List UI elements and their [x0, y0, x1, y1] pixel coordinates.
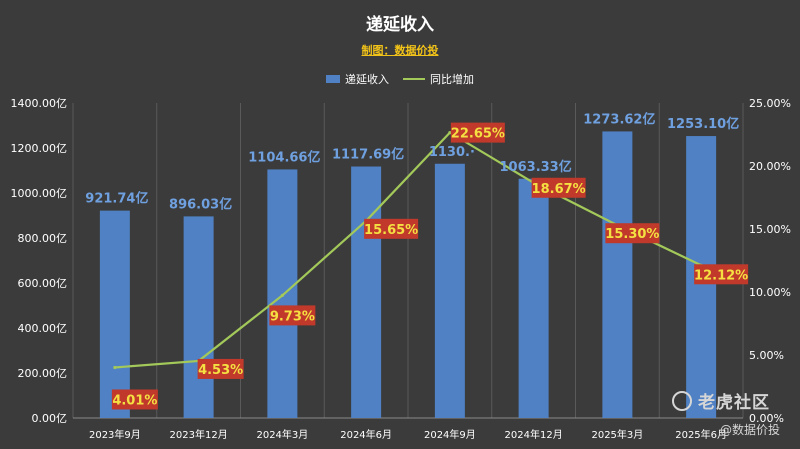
pct-label-box	[450, 122, 505, 143]
pct-label-box	[197, 358, 244, 379]
y-left-tick-label: 0.00亿	[32, 412, 68, 425]
pct-value-label: 15.65%	[364, 223, 418, 238]
legend: 递延收入 同比增加	[0, 71, 800, 87]
y-right-tick-label: 0.00%	[749, 412, 784, 425]
bar	[434, 163, 465, 418]
x-tick-label: 2024年3月	[256, 428, 308, 441]
y-right-tick-label: 10.00%	[749, 286, 791, 299]
line-series-path	[114, 131, 702, 369]
line-point	[280, 293, 284, 298]
pct-value-label: 4.01%	[112, 393, 157, 408]
chart-subtitle: 制图：数据价投	[361, 44, 439, 57]
x-tick-label: 2025年6月	[675, 428, 727, 441]
tiger-logo-icon	[672, 390, 692, 411]
y-left-tick-label: 800.00亿	[18, 232, 68, 245]
chart-title: 递延收入	[366, 15, 434, 35]
watermark-brand: 老虎社区	[672, 388, 770, 413]
pct-label-box	[694, 264, 749, 285]
y-left-tick-label: 1200.00亿	[11, 142, 68, 155]
bar-value-label: 1273.62亿	[583, 111, 655, 127]
pct-value-label: 18.67%	[532, 182, 586, 197]
legend-bar-label: 递延收入	[345, 73, 389, 86]
bar	[518, 178, 549, 418]
y-left-tick-label: 200.00亿	[18, 367, 68, 380]
x-tick-label: 2023年9月	[89, 428, 141, 441]
pct-value-label: 9.73%	[270, 309, 315, 324]
pct-value-label: 12.12%	[694, 268, 748, 283]
x-tick-label: 2024年6月	[340, 428, 392, 441]
y-right-tick-label: 20.00%	[749, 160, 791, 173]
watermark-handle: @数据价投	[719, 423, 780, 437]
pct-label-box	[269, 305, 316, 326]
bar-value-label: 1063.33亿	[500, 159, 572, 175]
bar-value-label: 1130.·	[429, 145, 475, 160]
y-right-tick-label: 15.00%	[749, 223, 791, 236]
y-left-tick-label: 1400.00亿	[11, 97, 68, 110]
pct-value-label: 4.53%	[198, 363, 243, 378]
x-tick-label: 2024年12月	[505, 428, 563, 441]
legend-bar-swatch	[326, 75, 340, 83]
y-right-tick-label: 25.00%	[749, 97, 791, 110]
bar-value-label: 1253.10亿	[667, 116, 739, 132]
x-tick-label: 2023年12月	[170, 428, 228, 441]
y-right-tick-label: 5.00%	[749, 349, 784, 362]
bar-value-label: 1117.69亿	[332, 147, 404, 163]
pct-label-box	[531, 177, 586, 198]
x-tick-label: 2025年3月	[591, 428, 643, 441]
pct-value-label: 22.65%	[451, 127, 505, 142]
bar	[99, 210, 130, 418]
bar-value-label: 1104.66亿	[248, 149, 320, 165]
pct-label-box	[364, 218, 419, 239]
watermark-brand-text: 老虎社区	[698, 393, 770, 413]
x-tick-label: 2024年9月	[424, 428, 476, 441]
bar	[602, 131, 633, 419]
legend-line-label: 同比增加	[430, 73, 474, 86]
bar	[351, 166, 382, 418]
bar-value-label: 896.03亿	[169, 196, 232, 212]
pct-label-box	[605, 223, 660, 244]
bar	[183, 216, 214, 418]
bar-value-label: 921.74亿	[85, 191, 148, 207]
legend-line-swatch	[403, 78, 425, 80]
y-left-tick-label: 400.00亿	[18, 322, 68, 335]
pct-value-label: 15.30%	[605, 227, 659, 242]
line-point	[113, 365, 117, 370]
y-left-tick-label: 600.00亿	[18, 277, 68, 290]
bar	[267, 169, 298, 418]
pct-label-box	[111, 389, 158, 410]
line-point	[448, 131, 452, 135]
legend-item-bar[interactable]: 递延收入	[326, 71, 389, 87]
y-left-tick-label: 1000.00亿	[11, 187, 68, 200]
legend-item-line[interactable]: 同比增加	[403, 71, 474, 87]
